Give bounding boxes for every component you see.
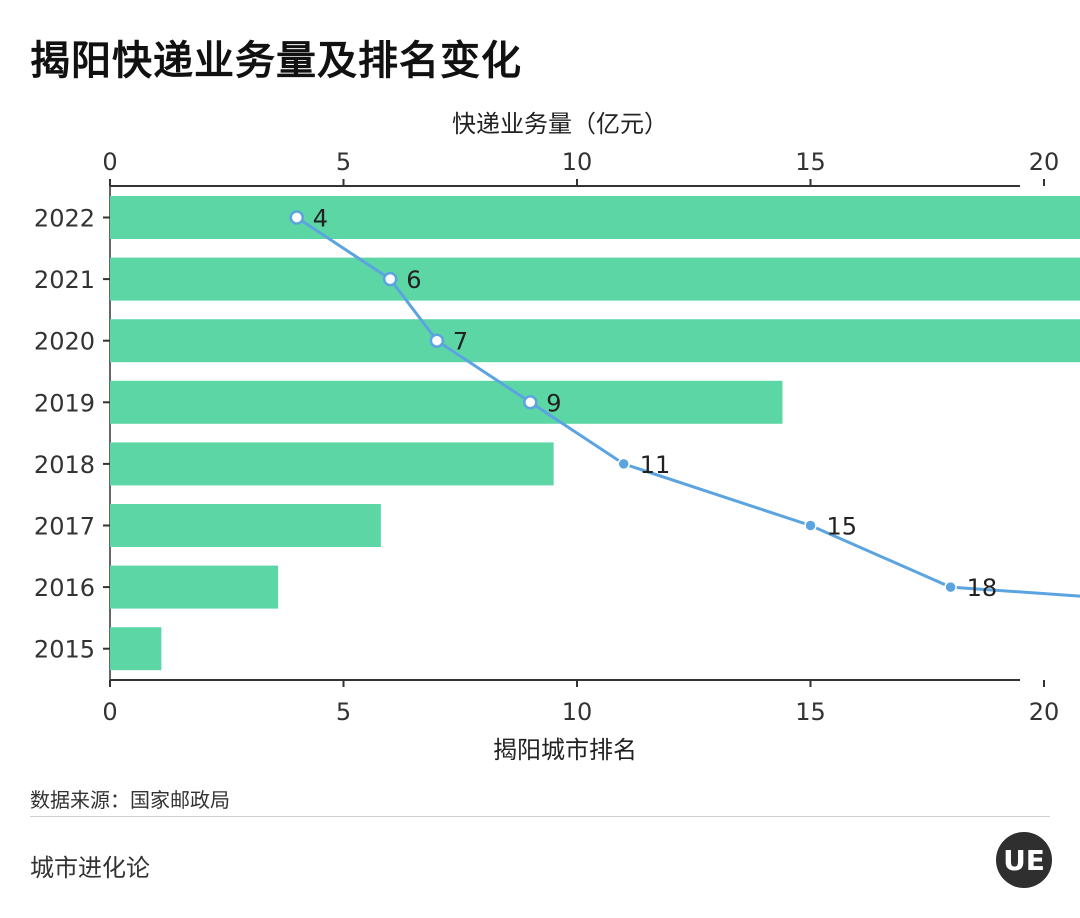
year-label: 2016 xyxy=(34,574,95,602)
top-tick-label: 20 xyxy=(1029,148,1060,176)
bottom-tick-label: 5 xyxy=(336,698,351,726)
rank-point xyxy=(289,210,305,225)
bottom-axis-label: 揭阳城市排名 xyxy=(493,736,637,764)
year-label: 2018 xyxy=(34,451,95,479)
bar xyxy=(110,504,381,547)
bar xyxy=(110,257,1080,301)
top-tick-label: 15 xyxy=(795,148,826,176)
bottom-tick-label: 15 xyxy=(795,698,826,726)
data-source: 数据来源：国家邮政局 xyxy=(30,788,230,812)
rank-data-label: 15 xyxy=(827,513,858,541)
rank-point xyxy=(429,333,445,348)
rank-point xyxy=(523,395,538,410)
top-tick-label: 5 xyxy=(336,148,351,176)
rank-point xyxy=(944,580,957,594)
top-tick-label: 0 xyxy=(102,148,117,176)
rank-data-label: 11 xyxy=(640,451,671,479)
rank-data-label: 4 xyxy=(313,205,328,233)
year-label: 2017 xyxy=(34,513,95,541)
rank-point xyxy=(804,519,817,532)
bar xyxy=(110,565,279,609)
rank-line xyxy=(295,216,1080,598)
year-label: 2019 xyxy=(34,389,95,417)
rank-data-label: 6 xyxy=(406,266,421,294)
year-label: 2015 xyxy=(34,636,95,664)
bar xyxy=(110,627,162,671)
rank-point xyxy=(617,457,630,471)
brand-name: 城市进化论 xyxy=(30,854,150,882)
rank-data-label: 18 xyxy=(967,574,998,602)
rank-data-label: 9 xyxy=(546,389,561,417)
bar xyxy=(110,380,783,424)
rank-point xyxy=(382,271,398,287)
bottom-tick-label: 20 xyxy=(1029,698,1060,726)
year-label: 2021 xyxy=(34,266,95,294)
top-tick-label: 10 xyxy=(562,148,593,176)
bar xyxy=(110,319,1080,363)
rank-data-label: 7 xyxy=(453,328,468,356)
bar xyxy=(110,196,1080,239)
bottom-tick-label: 0 xyxy=(102,698,117,726)
footer-divider xyxy=(30,816,1050,817)
top-axis-label: 快递业务量（亿元） xyxy=(452,110,668,138)
bar xyxy=(110,442,554,486)
brand-logo-icon: UE xyxy=(996,832,1052,888)
chart-title: 揭阳快递业务量及排名变化 xyxy=(30,38,522,84)
year-label: 2020 xyxy=(34,328,95,356)
year-label: 2022 xyxy=(34,205,95,233)
bottom-tick-label: 10 xyxy=(562,698,593,726)
